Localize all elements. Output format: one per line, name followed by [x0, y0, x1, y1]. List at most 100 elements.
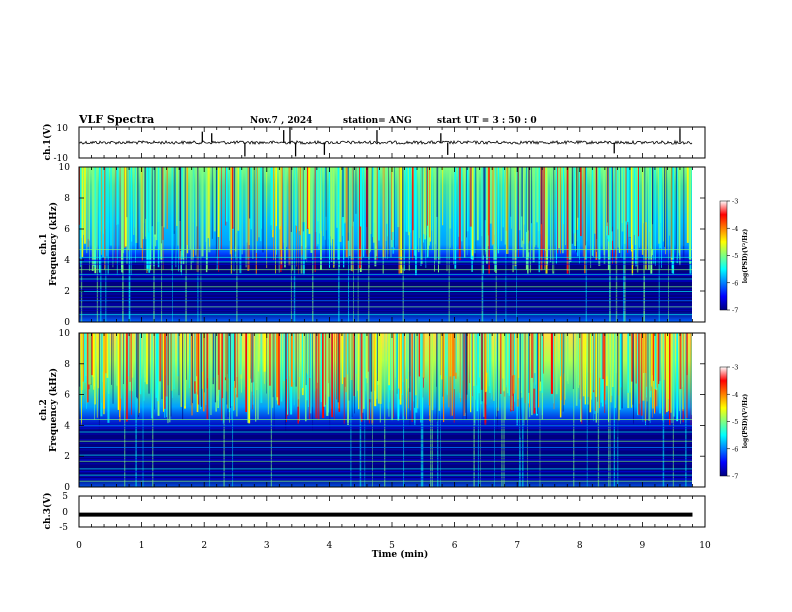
- narrowband-line: [79, 463, 692, 465]
- full-height-streak: [597, 333, 600, 487]
- dark-gap-streak: [226, 333, 228, 405]
- colorbar-tick-label: -4: [732, 225, 738, 233]
- sferic-streak: [667, 333, 669, 399]
- dark-gap-streak: [402, 167, 404, 268]
- sferic-streak: [181, 167, 183, 256]
- frequency-tick-label: 4: [64, 256, 70, 266]
- dark-gap-streak: [79, 333, 81, 387]
- dark-gap-streak: [483, 167, 485, 256]
- ch1-ytick-top: 10: [57, 124, 69, 134]
- ch1-ytick-bottom: -10: [54, 154, 69, 164]
- sferic-streak: [146, 167, 149, 269]
- sferic-streak: [276, 333, 278, 401]
- dark-gap-streak: [137, 167, 139, 250]
- sferic-streak: [644, 333, 647, 422]
- sferic-streak: [255, 333, 257, 383]
- start-time-label: start UT = 3 : 50 : 0: [437, 116, 537, 126]
- sferic-streak: [121, 167, 123, 268]
- dark-gap-streak: [211, 167, 213, 239]
- dark-gap-streak: [112, 333, 114, 404]
- sferic-streak: [410, 333, 411, 411]
- sferic-streak: [452, 333, 455, 377]
- dark-gap-streak: [151, 167, 153, 227]
- sferic-streak: [669, 333, 672, 413]
- sferic-streak: [328, 167, 330, 240]
- sferic-streak: [682, 333, 684, 410]
- sferic-streak: [266, 167, 268, 269]
- sferic-streak: [409, 167, 411, 233]
- sferic-streak: [363, 333, 365, 409]
- sferic-streak: [341, 333, 343, 384]
- sferic-streak: [418, 333, 421, 377]
- sferic-streak: [631, 167, 632, 252]
- sferic-streak: [460, 333, 461, 403]
- sferic-streak: [612, 333, 614, 387]
- full-height-streak: [623, 167, 625, 322]
- dark-gap-streak: [370, 333, 372, 392]
- dark-gap-streak: [465, 333, 466, 413]
- full-height-streak: [403, 333, 405, 487]
- sferic-streak: [486, 333, 488, 373]
- sferic-streak: [483, 333, 484, 372]
- ch1-spectrogram-ylabel-channel: ch.1: [39, 233, 49, 254]
- sferic-streak: [124, 167, 127, 247]
- sferic-streak: [87, 333, 89, 403]
- time-tick-label: 9: [640, 541, 646, 551]
- sferic-streak: [425, 167, 427, 236]
- sferic-streak: [541, 333, 544, 393]
- dark-gap-streak: [465, 333, 467, 420]
- narrowband-line: [79, 449, 692, 451]
- sferic-streak: [378, 333, 380, 404]
- dark-gap-streak: [184, 167, 186, 275]
- sferic-streak: [620, 167, 622, 258]
- dark-gap-streak: [197, 167, 199, 274]
- sferic-streak: [602, 333, 604, 380]
- colorbar-tick-label: -7: [732, 307, 738, 315]
- full-height-streak: [609, 167, 610, 322]
- sferic-streak: [168, 333, 171, 423]
- sferic-streak: [567, 333, 569, 384]
- sferic-streak: [82, 333, 83, 391]
- ch1-colorbar: [719, 200, 728, 311]
- sferic-streak: [247, 333, 250, 424]
- sferic-streak: [301, 333, 304, 388]
- sferic-streak: [287, 333, 289, 415]
- sferic-streak: [149, 167, 152, 265]
- sferic-streak: [443, 333, 445, 423]
- sferic-streak: [547, 167, 549, 266]
- dark-gap-streak: [409, 333, 411, 392]
- sferic-streak: [471, 167, 474, 256]
- sferic-streak: [355, 333, 357, 374]
- sferic-streak: [245, 167, 247, 268]
- sferic-streak: [579, 333, 581, 400]
- sferic-streak: [175, 167, 177, 268]
- sferic-streak: [357, 333, 359, 391]
- sferic-streak: [225, 167, 228, 222]
- sferic-streak: [614, 333, 617, 408]
- sferic-streak: [311, 333, 313, 407]
- sferic-streak: [666, 333, 668, 413]
- dark-gap-streak: [484, 167, 486, 221]
- sferic-streak: [639, 167, 640, 248]
- sferic-streak: [292, 333, 295, 383]
- sferic-streak: [150, 167, 152, 267]
- full-height-streak: [608, 333, 610, 487]
- sferic-streak: [633, 167, 636, 235]
- dark-gap-streak: [305, 333, 307, 386]
- sferic-streak: [252, 167, 254, 259]
- sferic-streak: [374, 333, 377, 407]
- sferic-streak: [505, 333, 507, 388]
- sferic-streak: [552, 167, 555, 274]
- sferic-streak: [414, 333, 417, 396]
- sferic-streak: [176, 167, 178, 226]
- colorbar-tick-label: -3: [732, 198, 738, 206]
- sferic-streak: [445, 333, 447, 376]
- sferic-streak: [565, 167, 566, 245]
- sferic-streak: [423, 167, 425, 235]
- sferic-streak: [373, 167, 376, 243]
- sferic-streak: [648, 167, 650, 270]
- dark-gap-streak: [148, 333, 150, 394]
- dark-gap-streak: [200, 333, 203, 407]
- sferic-streak: [205, 167, 208, 273]
